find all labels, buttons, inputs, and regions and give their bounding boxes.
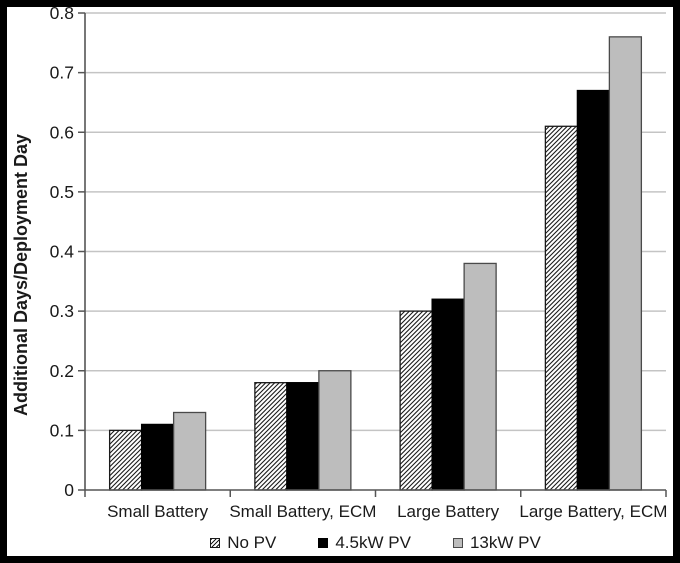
bar-group: [254, 370, 352, 491]
legend-label: No PV: [227, 533, 277, 552]
y-tick-label: 0.6: [50, 122, 74, 142]
y-tick-label: 0: [64, 480, 74, 500]
y-tick-label: 0.1: [50, 420, 74, 440]
y-tick-label: 0.7: [50, 63, 74, 83]
legend-item-4-5kw-pv: 4.5kW PV: [318, 533, 411, 553]
bar-4-5kw-pv: [576, 89, 611, 491]
legend-label: 4.5kW PV: [335, 533, 411, 552]
y-axis-tick-labels: 0 0.1 0.2 0.3 0.4 0.5 0.6 0.7 0.8: [50, 7, 75, 500]
legend-marker-icon: [318, 538, 329, 548]
y-tick-label: 0.4: [50, 242, 75, 262]
x-axis-ticks: [84, 490, 667, 497]
x-category-label: Small Battery, ECM: [229, 502, 376, 521]
y-axis-title: Additional Days/Deployment Day: [11, 134, 31, 416]
chart-legend: No PV 4.5kW PV 13kW PV: [85, 531, 666, 555]
bar-groups: [108, 36, 643, 491]
y-tick-label: 0.8: [50, 7, 74, 23]
y-axis-ticks: [78, 12, 85, 491]
bar-no-pv: [108, 429, 143, 491]
bar-no-pv: [544, 125, 579, 491]
y-tick-label: 0.2: [50, 361, 74, 381]
bar-13kw-pv: [318, 370, 352, 491]
gridlines: [85, 12, 666, 432]
x-category-label: Large Battery, ECM: [519, 502, 667, 521]
x-category-label: Small Battery: [107, 502, 209, 521]
bar-4-5kw-pv: [431, 298, 465, 491]
bar-group: [399, 262, 497, 491]
y-tick-label: 0.5: [50, 182, 74, 202]
legend-marker-icon: [210, 538, 221, 548]
bar-13kw-pv: [608, 36, 643, 491]
legend-marker-icon: [452, 538, 463, 548]
bar-group: [108, 411, 207, 491]
legend-item-no-pv: No PV: [210, 533, 276, 553]
legend-label: 13kW PV: [469, 533, 541, 552]
bar-13kw-pv: [172, 411, 207, 491]
bar-no-pv: [254, 382, 288, 491]
bar-no-pv: [399, 310, 433, 491]
legend-item-13kw-pv: 13kW PV: [452, 533, 541, 553]
x-axis-category-labels: Small Battery Small Battery, ECM Large Bat…: [107, 502, 667, 521]
bar-13kw-pv: [463, 262, 497, 491]
bar-4-5kw-pv: [286, 382, 320, 491]
bar-4-5kw-pv: [140, 423, 175, 491]
bar-group: [544, 36, 643, 491]
bar-chart: 00.10.20.30.40.50.60.70.8 Small Battery S…: [11, 7, 667, 521]
y-tick-label: 0.3: [50, 301, 74, 321]
x-category-label: Large Battery: [397, 502, 500, 521]
